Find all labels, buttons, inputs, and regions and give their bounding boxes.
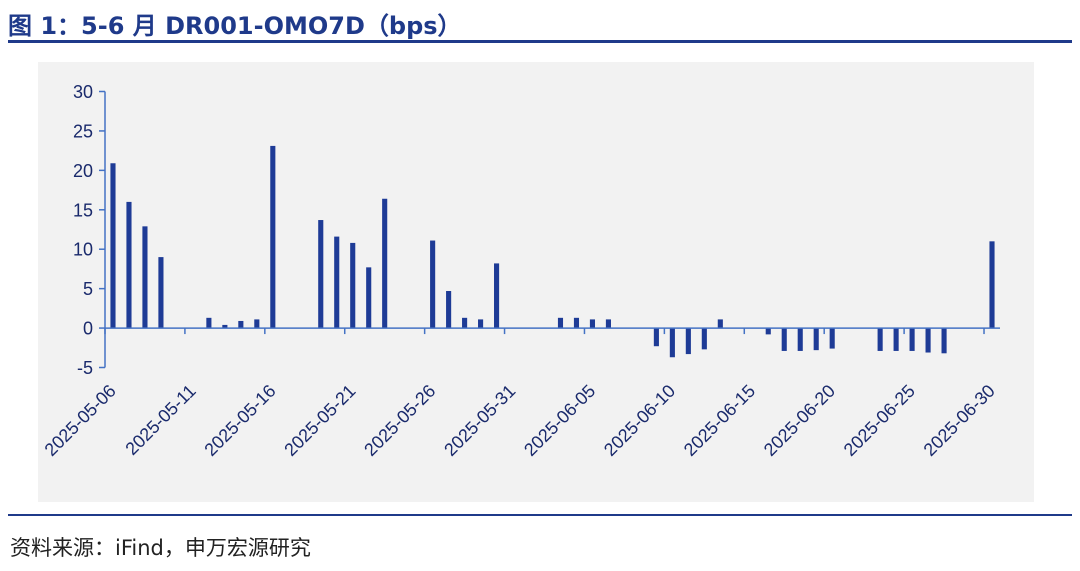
x-tick-label: 2025-05-06 (41, 381, 120, 460)
bar (462, 317, 468, 329)
bar (941, 328, 947, 354)
y-tick-label: 20 (73, 161, 93, 181)
x-tick-label: 2025-06-05 (520, 381, 599, 460)
x-tick-label: 2025-06-20 (760, 381, 839, 460)
bar (350, 242, 356, 329)
x-tick-label: 2025-06-30 (920, 381, 999, 460)
y-tick-label: 10 (73, 240, 93, 260)
bar (478, 319, 484, 329)
x-tick-label: 2025-05-16 (200, 381, 279, 460)
x-tick-label: 2025-05-31 (440, 381, 519, 460)
bar (573, 317, 580, 329)
x-tick-label: 2025-06-10 (600, 381, 679, 460)
chart-title: 图 1：5-6 月 DR001-OMO7D（bps） (8, 12, 462, 40)
bar (142, 226, 148, 329)
bar (589, 319, 596, 329)
footer-divider (8, 514, 1072, 516)
x-tick-label: 2025-05-21 (280, 381, 359, 460)
bar (446, 291, 452, 329)
bar (206, 317, 212, 329)
bar (366, 267, 372, 329)
bar (989, 241, 995, 329)
bar (270, 145, 276, 329)
title-divider (8, 40, 1072, 43)
y-tick-label: 15 (73, 200, 93, 220)
bar (701, 328, 707, 350)
bar (238, 320, 244, 329)
bar (653, 328, 659, 347)
bar (430, 240, 436, 329)
y-tick-label: 30 (73, 82, 93, 102)
bar (222, 324, 228, 329)
bar (829, 328, 835, 349)
x-tick-label: 2025-05-26 (360, 381, 439, 460)
y-tick-label: 5 (83, 279, 93, 299)
x-tick-label: 2025-06-25 (840, 381, 919, 460)
bar (765, 328, 771, 335)
bar (254, 319, 260, 329)
plot-background (38, 62, 1034, 502)
y-tick-label: 0 (83, 319, 93, 339)
bar (813, 328, 819, 351)
bar (797, 328, 803, 351)
bar (893, 328, 899, 351)
y-tick-label: -5 (77, 358, 93, 378)
bar (877, 328, 883, 351)
bar (781, 328, 787, 351)
bar (717, 319, 723, 329)
x-tick-label: 2025-05-11 (121, 381, 199, 459)
bar (557, 317, 564, 329)
bar (158, 257, 164, 329)
y-tick-label: 25 (73, 121, 93, 141)
bar (110, 163, 116, 329)
x-tick-label: 2025-06-15 (680, 381, 759, 460)
source-note: 资料来源：iFind，申万宏源研究 (10, 536, 311, 560)
bar (382, 198, 388, 329)
bar (685, 328, 691, 355)
bar (925, 328, 931, 353)
bar (334, 236, 340, 329)
bar (318, 220, 324, 329)
bar (126, 201, 132, 329)
bar (605, 319, 611, 329)
bar (494, 263, 500, 329)
bar (909, 328, 915, 351)
bar (669, 328, 675, 358)
